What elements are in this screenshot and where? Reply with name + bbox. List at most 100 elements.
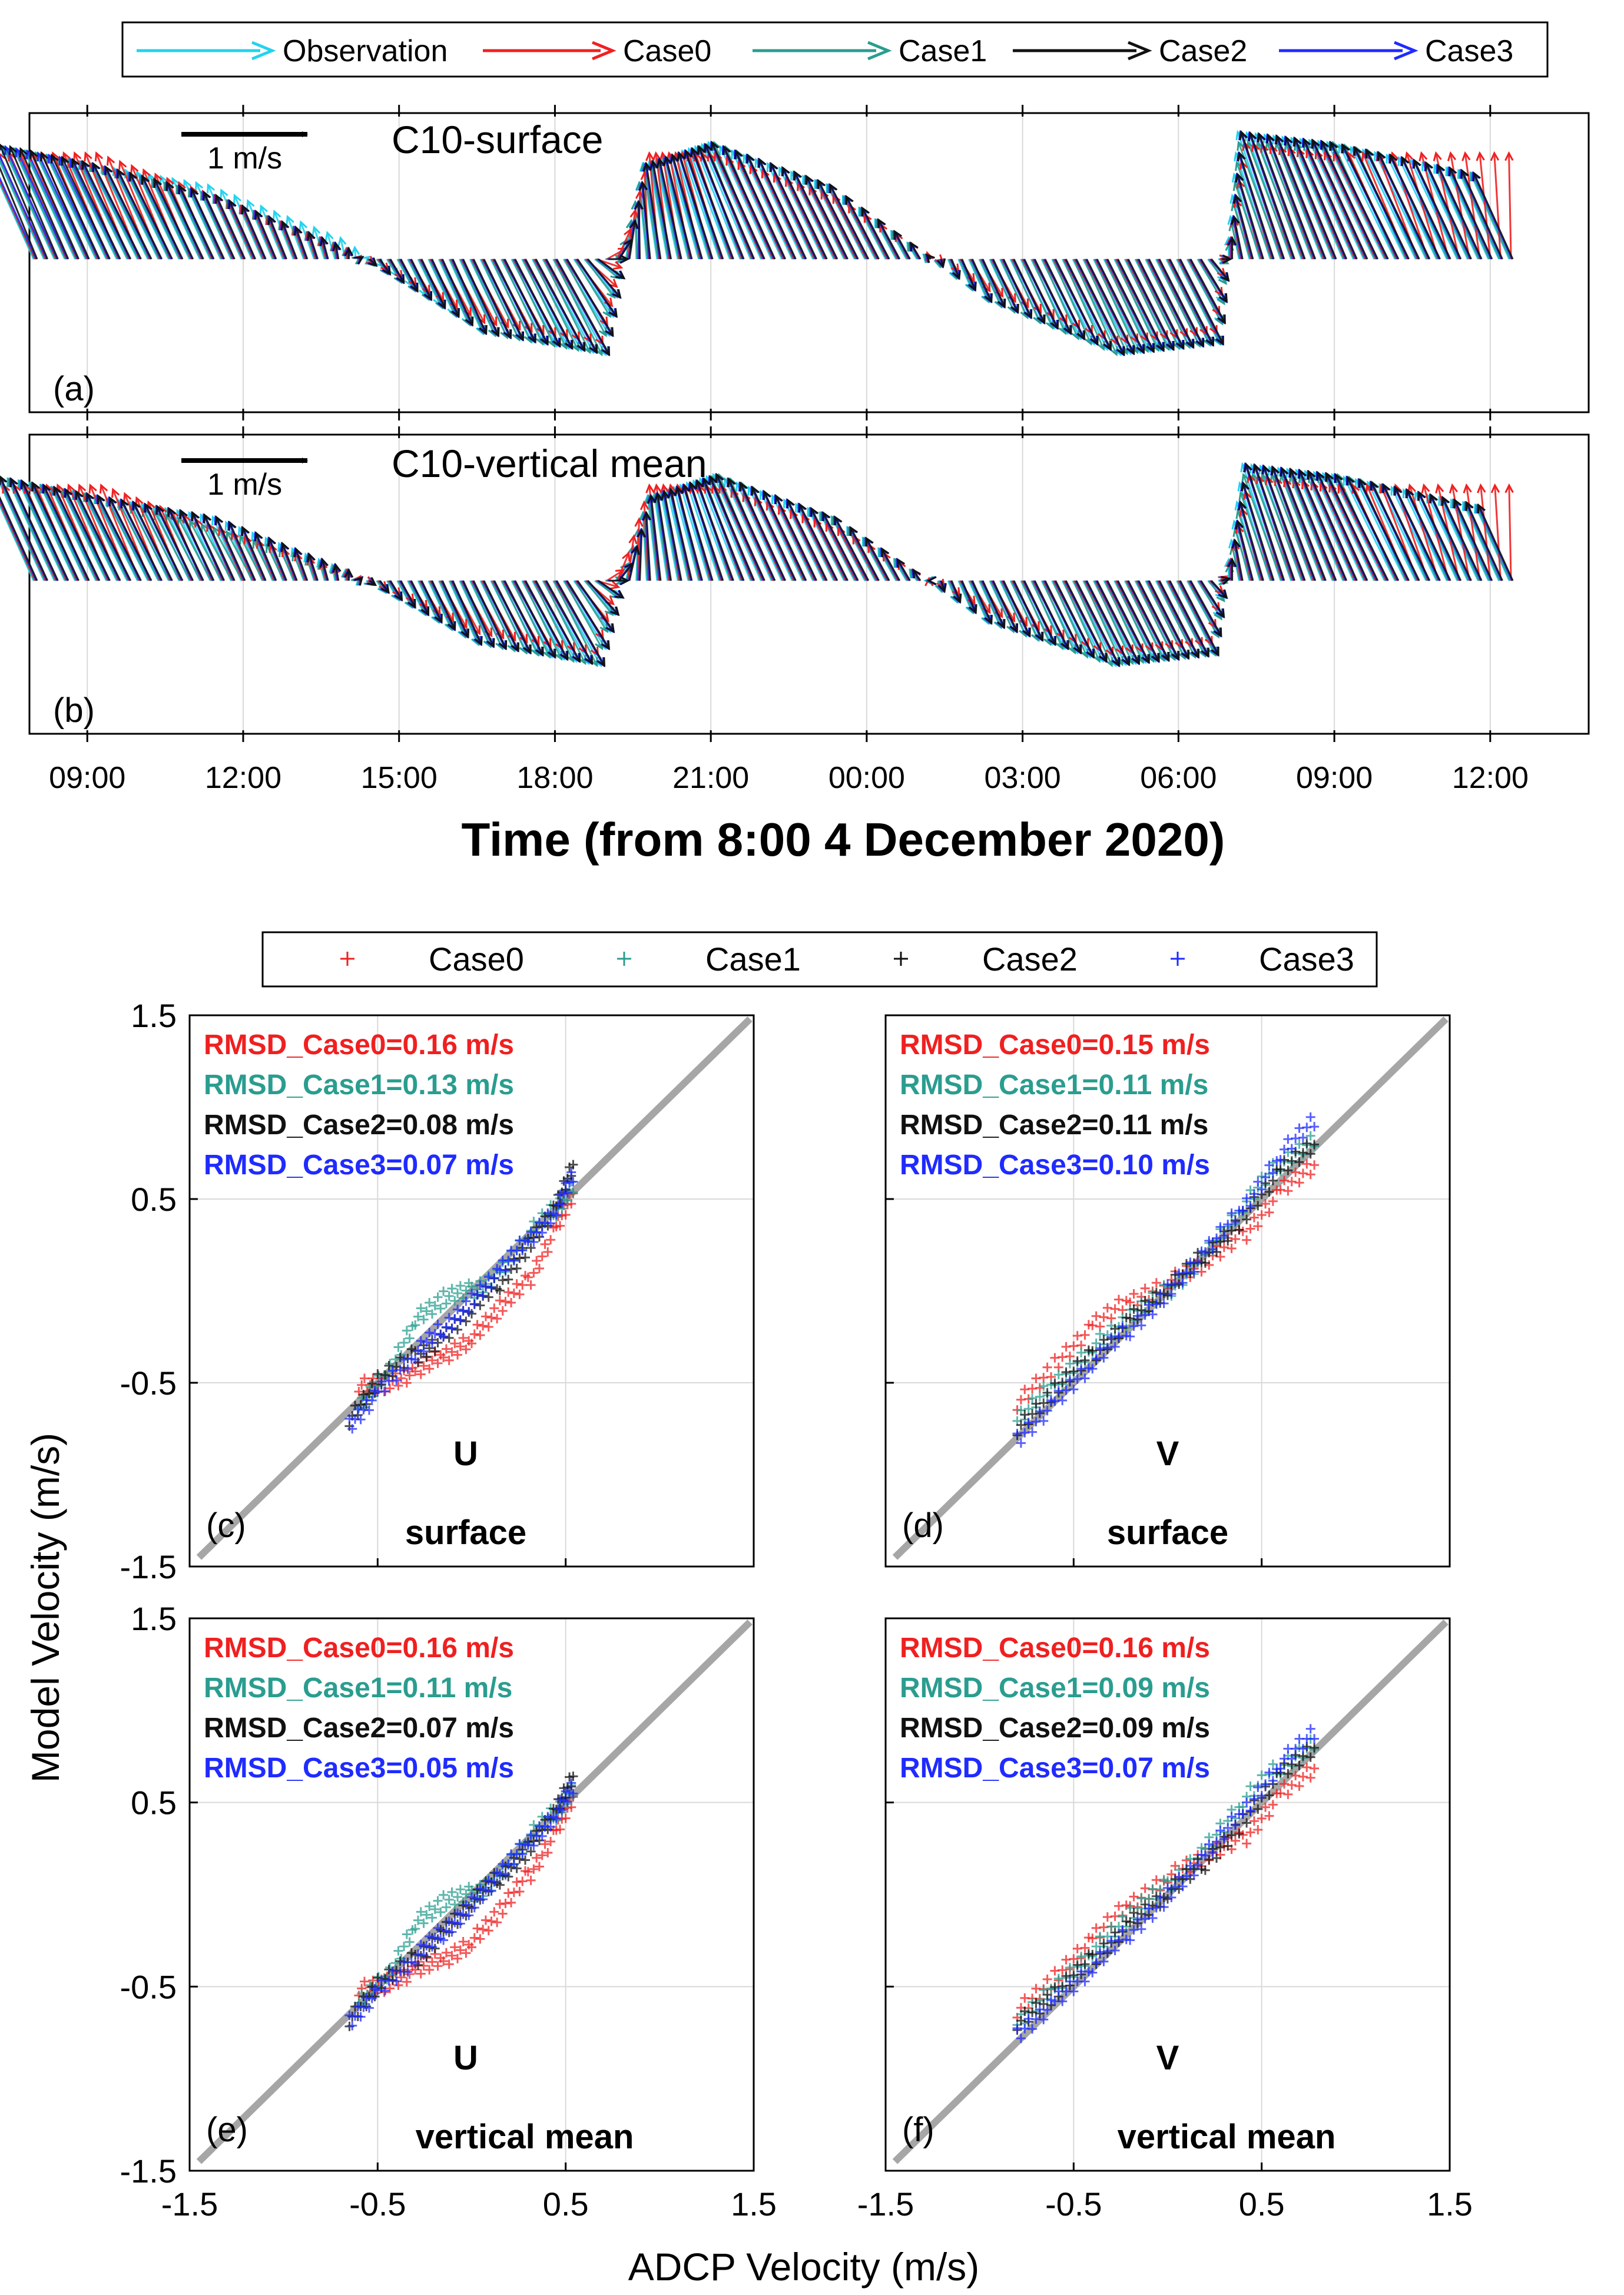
scatter-point [492, 1918, 502, 1928]
velocity-vector-head [1096, 340, 1105, 352]
velocity-vector-head [663, 155, 672, 166]
velocity-vector [1266, 142, 1314, 260]
scatter-point [357, 1380, 367, 1390]
velocity-vector-head [84, 151, 92, 162]
velocity-vector [912, 569, 922, 581]
velocity-vector-head [829, 183, 838, 194]
scatter-point [1245, 1827, 1255, 1837]
scatter-point [450, 1296, 460, 1306]
velocity-vector-head [547, 337, 556, 348]
velocity-vector-head [681, 483, 691, 494]
velocity-vector [501, 259, 543, 345]
one-to-one-line [892, 1619, 1449, 2164]
scatter-point [1287, 1144, 1297, 1154]
scatter-point [1159, 1299, 1169, 1309]
velocity-vector-head [629, 208, 639, 218]
velocity-vector [1280, 474, 1324, 581]
scatter-point [458, 1306, 468, 1316]
scatter-point [444, 1916, 454, 1926]
velocity-vector [683, 485, 714, 581]
scatter-point [540, 1239, 550, 1249]
velocity-vector-head [267, 214, 276, 226]
velocity-vector-head [865, 537, 874, 547]
velocity-vector [1308, 471, 1358, 581]
scatter-point [1031, 1998, 1041, 2008]
velocity-vector [9, 146, 59, 260]
velocity-vector [685, 150, 724, 260]
velocity-vector [1334, 474, 1389, 581]
velocity-vector-head [1311, 138, 1320, 149]
scatter-point [557, 1805, 567, 1815]
velocity-vector-head [595, 640, 604, 651]
velocity-vector-head [674, 485, 684, 496]
velocity-vector-head [1325, 472, 1334, 482]
velocity-vector-head [1321, 140, 1329, 150]
velocity-vector-head [1293, 136, 1302, 147]
scatter-point [430, 1300, 440, 1310]
scatter-point [501, 1297, 511, 1307]
scatter-point [393, 1342, 403, 1352]
scatter-point [455, 1281, 465, 1291]
velocity-vector [598, 258, 625, 279]
scatter-point [373, 1369, 383, 1379]
scatter-point [1215, 1842, 1225, 1852]
velocity-vector-head [649, 160, 659, 170]
velocity-vector-head [1142, 654, 1150, 664]
velocity-vector-head [661, 489, 670, 500]
scatter-point [1110, 1304, 1120, 1314]
scatter-point [1302, 1159, 1312, 1169]
velocity-vector [1271, 474, 1314, 581]
velocity-vector [699, 478, 741, 581]
scatter-point [1023, 1404, 1033, 1414]
velocity-vector [736, 482, 783, 581]
velocity-vector [418, 580, 440, 622]
scatter-point [1264, 1160, 1274, 1170]
velocity-vector [1276, 135, 1327, 260]
velocity-vector-head [1330, 141, 1338, 151]
scatter-point [439, 1890, 449, 1900]
scatter-point [433, 1358, 443, 1368]
scatter-point [1219, 1231, 1229, 1241]
velocity-vector-head [486, 638, 495, 648]
velocity-vector-head [1109, 346, 1118, 357]
velocity-vector-head [817, 178, 826, 189]
velocity-vector-head [1227, 557, 1237, 568]
scatter-point [402, 1378, 412, 1388]
scatter-point [480, 1915, 490, 1925]
velocity-vector-head [1035, 631, 1044, 642]
velocity-vector [216, 516, 246, 581]
velocity-vector-head [642, 161, 652, 172]
velocity-vector-head [1084, 335, 1093, 346]
velocity-vector-head [1099, 653, 1108, 663]
scatter-point [1305, 1773, 1315, 1783]
velocity-vector-head [50, 153, 59, 164]
velocity-vector [690, 482, 724, 581]
one-to-one-line [196, 1619, 753, 2164]
velocity-vector [556, 259, 610, 355]
velocity-vector [1200, 259, 1228, 302]
scatter-point [469, 1933, 479, 1943]
velocity-vector-head [154, 178, 162, 188]
velocity-vector [1249, 133, 1295, 260]
velocity-vector [1176, 259, 1222, 345]
velocity-vector-head [628, 534, 638, 545]
velocity-vector-head [61, 155, 69, 166]
velocity-vector [216, 195, 246, 260]
scatter-point [464, 1910, 474, 1920]
scatter-point [425, 1343, 435, 1353]
velocity-vector [618, 239, 632, 260]
velocity-vector-head [670, 153, 679, 164]
velocity-vector [969, 580, 990, 624]
scatter-point [483, 1322, 493, 1332]
scatter-point [526, 1280, 536, 1290]
velocity-vector [130, 505, 171, 581]
velocity-vector-head [1465, 501, 1474, 511]
velocity-vector [881, 548, 901, 581]
velocity-vector-head [1504, 483, 1514, 494]
scatter-point [1257, 1184, 1267, 1194]
scatter-point [453, 1324, 463, 1334]
scatter-point [1166, 1289, 1176, 1299]
velocity-vector [692, 481, 731, 581]
velocity-vector-head [1214, 627, 1222, 638]
panel-a-letter: (a) [53, 370, 95, 408]
